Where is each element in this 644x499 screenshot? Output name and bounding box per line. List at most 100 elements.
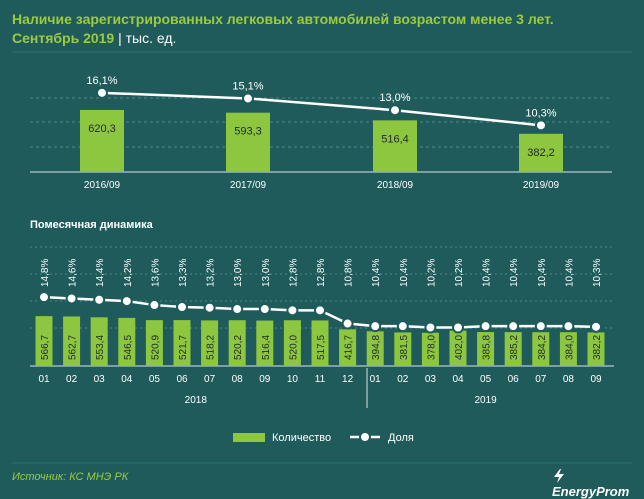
top-share-label: 15,1% (232, 80, 263, 92)
monthly-share-point (93, 293, 106, 306)
monthly-x-tick: 06 (176, 374, 188, 385)
monthly-x-tick: 05 (480, 374, 492, 385)
monthly-bar-label: 402,0 (454, 335, 465, 360)
monthly-bar (311, 320, 329, 366)
monthly-bar (366, 331, 384, 366)
monthly-bar-label: 553,4 (95, 335, 106, 360)
top-share-line (101, 91, 542, 127)
legend-bar-label: Количество (272, 432, 331, 444)
legend-line-label: Доля (388, 432, 414, 444)
monthly-x-tick: 09 (259, 374, 271, 385)
monthly-bar-label: 518,2 (206, 335, 217, 360)
monthly-share-label: 13,0% (261, 259, 272, 287)
monthly-share-point (507, 320, 520, 333)
monthly-share-point (258, 303, 271, 316)
monthly-bar-label: 562,7 (68, 335, 79, 360)
monthly-share-point (479, 320, 492, 333)
top-bar-label: 382,2 (527, 147, 555, 159)
title-line1: Наличие зарегистрированных легковых авто… (12, 11, 554, 27)
top-x-tick: 2016/09 (84, 180, 121, 191)
monthly-x-tick: 06 (508, 374, 520, 385)
monthly-x-tick: 01 (38, 374, 50, 385)
legend-line-marker (359, 431, 371, 443)
monthly-title: Помесячная динамика (30, 219, 154, 231)
monthly-share-point (38, 291, 50, 304)
monthly-bar (173, 320, 191, 366)
monthly-x-tick: 07 (204, 374, 216, 385)
top-bar (373, 120, 417, 172)
monthly-share-label: 10,4% (371, 259, 382, 287)
monthly-share-point (534, 320, 547, 333)
monthly-bar-label: 517,5 (316, 335, 327, 360)
monthly-bar (449, 330, 467, 366)
monthly-x-tick: 10 (287, 374, 299, 385)
monthly-bar (145, 320, 163, 366)
monthly-bar (339, 329, 357, 366)
monthly-x-tick: 02 (66, 374, 78, 385)
logo-bolt-icon (554, 469, 564, 483)
monthly-bar-label: 416,7 (344, 335, 355, 360)
top-bar (80, 109, 124, 172)
chart-title: Наличие зарегистрированных легковых авто… (12, 10, 632, 48)
source-note: Источник: КС МНЭ РК (12, 471, 129, 483)
monthly-share-point (341, 317, 354, 330)
monthly-bar-label: 520,2 (233, 335, 244, 360)
monthly-x-tick: 04 (452, 374, 464, 385)
monthly-bar (394, 332, 412, 366)
monthly-share-point (176, 301, 188, 314)
monthly-bar (532, 332, 550, 366)
monthly-bar-label: 381,5 (399, 335, 410, 360)
monthly-bar-label: 382,2 (592, 335, 603, 360)
monthly-share-point (562, 320, 575, 333)
monthly-share-point (286, 304, 299, 317)
monthly-bar (559, 332, 577, 366)
monthly-x-tick: 11 (315, 374, 326, 385)
monthly-bar (118, 317, 136, 366)
monthly-share-label: 13,2% (206, 259, 217, 287)
top-bar-label: 593,3 (234, 126, 262, 138)
monthly-bar (587, 332, 605, 366)
monthly-x-tick: 04 (121, 374, 133, 385)
monthly-share-label: 13,0% (233, 259, 244, 287)
monthly-bar (283, 320, 301, 366)
monthly-share-point (452, 321, 464, 334)
monthly-share-label: 10,3% (592, 259, 603, 287)
monthly-share-label: 14,2% (123, 259, 134, 287)
monthly-share-point (148, 299, 161, 312)
monthly-bar (35, 316, 53, 366)
monthly-share-label: 10,4% (537, 259, 548, 287)
monthly-share-label: 12,8% (316, 259, 327, 287)
title-line2: Сентябрь 2019 (12, 30, 115, 46)
monthly-x-tick: 03 (425, 374, 437, 385)
monthly-x-tick: 01 (370, 374, 382, 385)
monthly-x-tick: 08 (563, 374, 575, 385)
top-bar (226, 112, 270, 172)
monthly-share-point (369, 320, 382, 333)
monthly-share-label: 13,6% (150, 259, 161, 287)
top-share-label: 16,1% (86, 75, 117, 87)
monthly-bar-label: 384,2 (537, 335, 548, 360)
monthly-share-label: 14,4% (95, 259, 106, 287)
monthly-bar-label: 566,7 (40, 335, 51, 360)
monthly-bar-label: 546,5 (123, 335, 134, 360)
monthly-bar (504, 332, 522, 366)
monthly-share-point (590, 320, 602, 333)
monthly-share-label: 10,4% (482, 259, 493, 287)
monthly-share-label: 10,4% (399, 259, 410, 287)
monthly-bar (228, 320, 246, 366)
monthly-x-tick: 12 (342, 374, 354, 385)
legend-bar-swatch (233, 433, 265, 442)
top-bar (519, 133, 563, 172)
monthly-x-tick: 08 (232, 374, 244, 385)
monthly-share-label: 10,2% (426, 259, 437, 287)
monthly-bar-label: 385,2 (509, 335, 520, 360)
monthly-x-tick: 07 (535, 374, 547, 385)
monthly-bar-label: 520,9 (150, 335, 161, 360)
monthly-share-point (231, 303, 244, 316)
monthly-bar (90, 317, 108, 366)
monthly-bar-label: 521,7 (178, 335, 189, 360)
monthly-bar (256, 320, 274, 366)
top-x-tick: 2017/09 (230, 180, 267, 191)
